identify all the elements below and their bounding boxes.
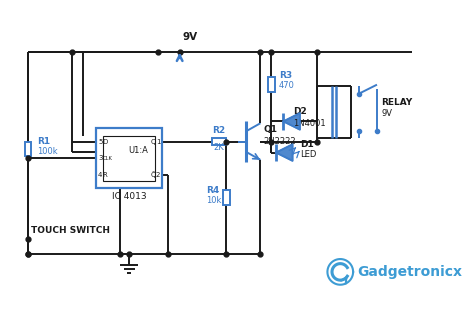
Bar (96, 128, 162, 188)
Text: 5: 5 (98, 139, 102, 145)
Text: 1N4001: 1N4001 (293, 119, 326, 128)
Bar (268, 77, 274, 92)
Text: R2: R2 (212, 126, 226, 135)
Text: LED: LED (300, 150, 316, 159)
Text: 1: 1 (156, 139, 160, 145)
Text: R4: R4 (206, 186, 219, 195)
Text: R: R (102, 172, 107, 177)
Text: D1: D1 (300, 140, 314, 149)
Text: Gadgetronicx: Gadgetronicx (357, 265, 462, 279)
Text: Q1: Q1 (263, 125, 277, 135)
Text: TOUCH SWITCH: TOUCH SWITCH (31, 226, 110, 235)
Text: Q: Q (150, 139, 156, 145)
Text: D: D (102, 139, 108, 145)
Text: 10k: 10k (206, 196, 222, 205)
Text: 2N2222: 2N2222 (263, 137, 296, 146)
Polygon shape (283, 113, 300, 130)
Text: CLK: CLK (102, 156, 112, 161)
Text: U1:A: U1:A (128, 146, 148, 155)
Bar (103, 135, 155, 181)
Text: 9V: 9V (182, 32, 198, 42)
Text: 2K: 2K (214, 143, 225, 152)
Bar (25, 142, 31, 156)
Text: D2: D2 (293, 107, 307, 116)
Text: 4: 4 (98, 172, 102, 177)
Bar (223, 190, 230, 205)
Text: R1: R1 (37, 137, 51, 146)
Text: 3: 3 (98, 155, 102, 161)
Text: IC 4013: IC 4013 (112, 191, 146, 201)
Text: 470: 470 (279, 81, 295, 90)
Polygon shape (276, 144, 292, 161)
Bar (212, 138, 227, 145)
Text: 2: 2 (156, 172, 160, 177)
Text: R3: R3 (279, 71, 292, 80)
Text: Q̄: Q̄ (150, 171, 156, 178)
Text: 100k: 100k (37, 148, 58, 156)
Text: RELAY: RELAY (382, 98, 413, 107)
Text: 9V: 9V (382, 109, 392, 118)
